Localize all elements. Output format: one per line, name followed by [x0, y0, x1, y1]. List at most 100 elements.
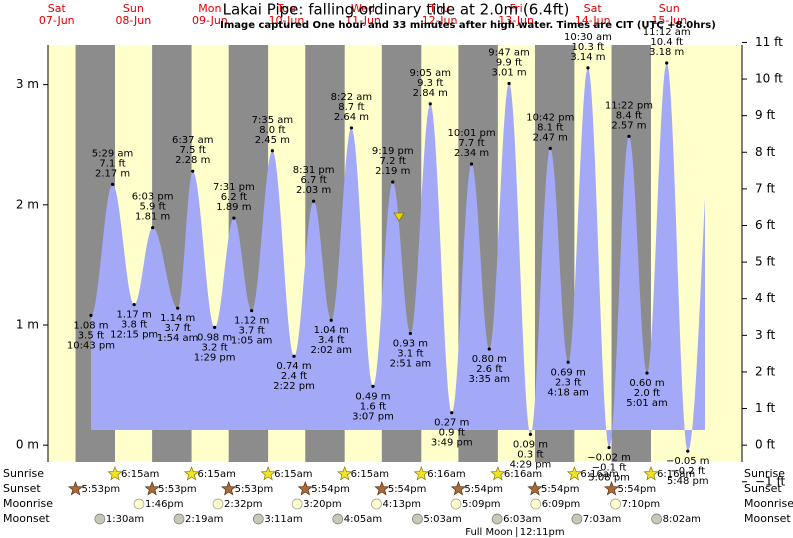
y2-tick-label: 10 ft [755, 72, 783, 86]
moon-icon [571, 513, 583, 525]
day-date: 12-Jun [422, 14, 458, 27]
tide-label: 8:31 pm [293, 165, 335, 176]
tide-label: 9:19 pm [372, 146, 414, 157]
day-date: 09-Jun [192, 14, 228, 27]
tide-label: 1:54 am [157, 333, 199, 344]
tide-label: 3.2 ft [201, 342, 227, 353]
sun-icon [221, 481, 237, 496]
tide-label: 0.9 ft [439, 428, 465, 439]
row-label-right: Moonrise [744, 497, 793, 510]
y2-tick-label: −1 ft [755, 474, 786, 488]
day-date: 13-Jun [498, 14, 534, 27]
tide-label: 6.7 ft [300, 175, 326, 186]
row-label-left: Moonset [3, 512, 50, 525]
tide-label: 8.7 ft [338, 102, 364, 113]
tide-label: 3.14 m [570, 52, 605, 63]
tide-extreme-marker [292, 354, 296, 358]
chart-title: Lakai Pipe: falling ordinary tide at 2.0… [223, 1, 570, 19]
sunrise-time: 6:16am [504, 469, 542, 480]
moon-icon [610, 498, 621, 510]
tide-label: 4:29 pm [510, 459, 552, 470]
tide-label: −0.05 m [666, 456, 710, 467]
sunset-time: 5:54pm [541, 484, 580, 495]
y2-tick-label: 1 ft [755, 401, 775, 415]
tide-extreme-marker [371, 384, 375, 388]
tide-extreme-marker [487, 347, 491, 351]
tide-area [90, 63, 705, 452]
moon-phase-name: Full Moon [465, 527, 512, 538]
tide-label: 2.28 m [175, 155, 210, 166]
sunset-time: 5:53pm [158, 484, 197, 495]
tide-label: 1.08 m [73, 320, 108, 331]
tide-label: 8.0 ft [259, 125, 285, 136]
tide-label: 2.3 ft [555, 377, 581, 388]
tide-label: 6:03 pm [132, 192, 174, 203]
tide-extreme-marker [469, 162, 474, 166]
tide-label: 1.6 ft [360, 401, 386, 412]
y-tick-label: 0 m [16, 438, 39, 452]
tide-label: −0.2 ft [670, 466, 705, 477]
tide-label: 0.60 m [629, 378, 664, 389]
tide-label: 0.09 m [513, 439, 548, 450]
tide-extreme-marker [391, 180, 395, 184]
tide-extreme-marker [586, 66, 590, 70]
tide-label: 2.0 ft [634, 388, 660, 399]
tide-label: 0.80 m [472, 354, 507, 365]
tide-label: 0.74 m [276, 361, 311, 372]
moon-icon [491, 513, 503, 525]
y2-tick-label: 11 ft [755, 35, 783, 49]
moonrise-time: 3:20pm [303, 499, 342, 510]
moonrise-time: 5:09pm [462, 499, 501, 510]
tide-label: 10:42 pm [526, 112, 574, 123]
tide-extreme-marker [213, 325, 217, 330]
background-layer [48, 45, 742, 462]
moon-icon [450, 498, 462, 510]
tide-label: 2:02 am [310, 345, 352, 356]
y2-tick-label: 5 ft [755, 255, 775, 269]
moon-icon [94, 513, 106, 525]
tide-label: 6.2 ft [221, 192, 247, 203]
tide-extreme-marker [151, 226, 155, 230]
tide-label: 1:05 am [231, 336, 273, 347]
tide-label: 5:48 pm [667, 476, 709, 487]
moon-icon [530, 498, 542, 510]
tide-extreme-marker [507, 81, 511, 86]
sunrise-time: 6:16am [657, 469, 695, 480]
tide-label: 8:22 am [331, 92, 373, 103]
tide-label: 10:43 pm [67, 340, 115, 351]
y2-tick-label: 3 ft [755, 328, 775, 342]
sunrise-time: 6:16am [580, 469, 618, 480]
sun-icon [297, 481, 313, 496]
tide-label: 7.7 ft [458, 138, 484, 149]
tide-extreme-marker [665, 61, 669, 65]
tide-label: 7.2 ft [380, 156, 406, 167]
y2-tick-label: 6 ft [755, 218, 775, 232]
tide-label: 2.57 m [611, 120, 646, 131]
sunset-time: 5:54pm [311, 484, 350, 495]
y-tick-label: 2 m [16, 197, 39, 211]
tide-label: 2.17 m [95, 168, 130, 179]
tide-extreme-marker [645, 371, 649, 375]
tide-extreme-marker [349, 126, 354, 130]
tide-label: 8.4 ft [616, 110, 642, 121]
tide-label: 0.93 m [393, 338, 428, 349]
tide-label: 1.12 m [234, 316, 269, 327]
tide-extreme-marker [686, 449, 690, 453]
moonset-time: 7:03am [583, 514, 621, 525]
tide-label: 2:51 am [390, 358, 432, 369]
tide-label: 8.1 ft [537, 122, 563, 133]
tide-label: 11:12 am [643, 27, 691, 38]
moon-icon [212, 498, 224, 510]
tide-label: 9.9 ft [496, 57, 522, 68]
moon-icon [371, 498, 382, 510]
tide-label: 10:30 am [564, 32, 612, 43]
current-tide-marker [393, 212, 405, 222]
tide-label: 6:37 am [172, 135, 214, 146]
tide-label: 7.5 ft [180, 145, 206, 156]
tide-label: 3:49 pm [431, 438, 473, 449]
moonrise-time: 4:13pm [382, 499, 421, 510]
y-tick-label: 1 m [16, 318, 39, 332]
tide-label: 3:35 am [469, 374, 511, 385]
